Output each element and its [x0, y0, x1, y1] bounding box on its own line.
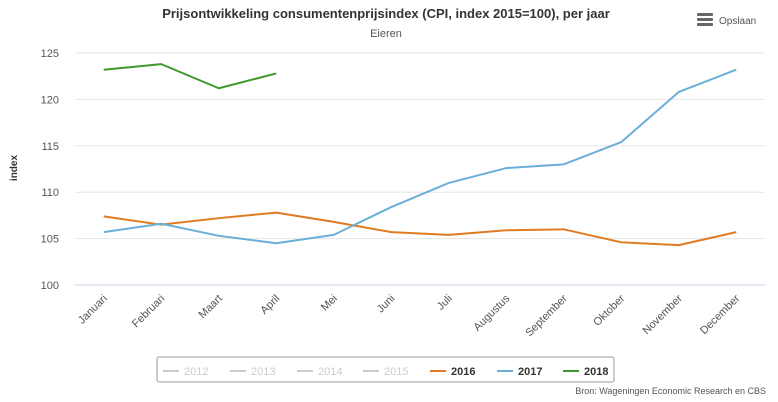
y-axis-label: index	[9, 155, 20, 182]
chart-title: Prijsontwikkeling consumentenprijsindex …	[162, 6, 610, 21]
x-tick-label: Augustus	[471, 292, 512, 333]
legend-label[interactable]: 2014	[318, 366, 342, 378]
legend-label[interactable]: 2017	[518, 366, 542, 378]
x-tick-label: Februari	[130, 293, 167, 330]
x-tick-label: Mei	[319, 293, 340, 314]
x-tick-label: September	[523, 292, 570, 339]
legend-item[interactable]: 2016	[430, 366, 475, 378]
legend-label[interactable]: 2012	[184, 366, 208, 378]
legend-label[interactable]: 2013	[251, 366, 275, 378]
source-note: Bron: Wageningen Economic Research en CB…	[575, 386, 766, 396]
x-tick-label: Juli	[435, 293, 455, 313]
legend-item[interactable]: 2014	[297, 366, 342, 378]
x-tick-label: Juni	[375, 293, 398, 316]
y-tick-label: 100	[41, 280, 59, 292]
legend-item[interactable]: 2017	[497, 366, 542, 378]
menu-icon-bar	[697, 18, 713, 21]
chart-subtitle: Eieren	[370, 28, 402, 40]
x-tick-label: December	[698, 292, 743, 337]
x-tick-label: Januari	[76, 293, 110, 327]
x-tick-label: April	[258, 293, 282, 317]
x-tick-label: Maart	[196, 293, 224, 321]
menu-button[interactable]: Opslaan	[697, 13, 756, 27]
menu-label[interactable]: Opslaan	[719, 16, 756, 27]
x-tick-label: November	[641, 292, 686, 337]
legend-item[interactable]: 2012	[163, 366, 208, 378]
series-line	[103, 63, 277, 90]
legend-label[interactable]: 2016	[451, 366, 475, 378]
menu-icon-bar	[697, 23, 713, 26]
y-tick-label: 115	[41, 141, 59, 153]
series-line	[103, 211, 737, 247]
legend-item[interactable]: 2015	[363, 366, 408, 378]
legend-item[interactable]: 2013	[230, 366, 275, 378]
y-tick-label: 105	[41, 234, 59, 246]
menu-icon-bar	[697, 13, 713, 16]
legend-item[interactable]: 2018	[563, 366, 608, 378]
series-line	[103, 68, 737, 245]
y-tick-label: 120	[41, 94, 59, 106]
x-tick-label: Oktober	[591, 292, 627, 328]
legend-box	[156, 356, 615, 383]
y-tick-label: 110	[41, 187, 59, 199]
legend-label[interactable]: 2015	[384, 366, 408, 378]
legend-label[interactable]: 2018	[584, 366, 608, 378]
y-tick-label: 125	[41, 48, 59, 60]
